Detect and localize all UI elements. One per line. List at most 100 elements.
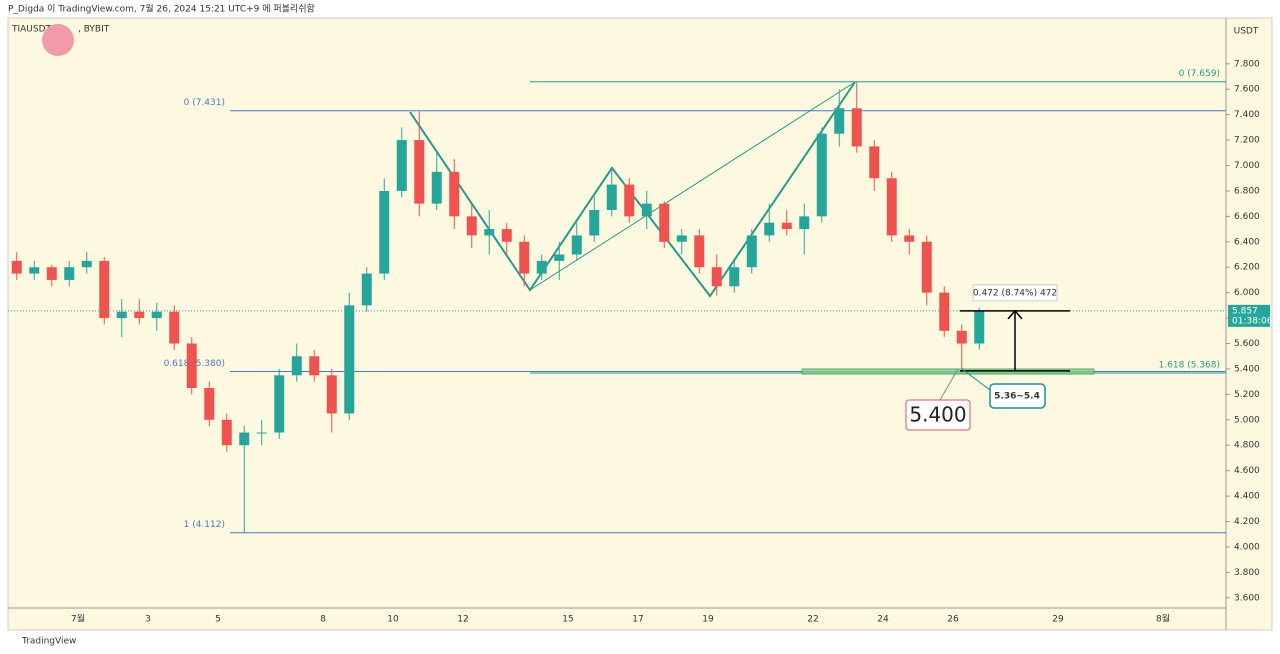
x-tick-label: 17 bbox=[632, 615, 643, 625]
x-tick-label: 10 bbox=[387, 615, 399, 625]
symbol: TIAUSDT bbox=[11, 25, 52, 35]
candle-body bbox=[711, 267, 722, 287]
zone bbox=[801, 368, 1095, 375]
exchange: , BYBIT bbox=[78, 25, 110, 35]
y-tick-label: 7.200 bbox=[1234, 136, 1260, 146]
callout-box bbox=[905, 399, 971, 431]
y-tick-label: 4.600 bbox=[1234, 466, 1260, 476]
fib-label: 0 (7.431) bbox=[184, 98, 225, 108]
candle-body bbox=[431, 171, 442, 204]
candle-body bbox=[274, 375, 285, 433]
x-tick-label: 29 bbox=[1052, 615, 1064, 625]
y-tick-label: 7.800 bbox=[1234, 59, 1260, 69]
x-tick-label: 15 bbox=[562, 615, 573, 625]
candle-body bbox=[606, 184, 617, 211]
y-tick-label: 6.400 bbox=[1234, 237, 1260, 247]
candle-body bbox=[921, 241, 932, 293]
x-tick-label: 19 bbox=[702, 615, 714, 625]
candle-body bbox=[169, 311, 180, 344]
candle-body bbox=[291, 356, 302, 376]
candle-body bbox=[449, 171, 460, 217]
candle-body bbox=[939, 292, 950, 331]
y-tick-label: 6.200 bbox=[1234, 263, 1260, 273]
callout-label: 5.400 bbox=[909, 403, 966, 427]
candle-body bbox=[186, 343, 197, 389]
fib-label: 1.618 (5.368) bbox=[1159, 361, 1220, 371]
candle-body bbox=[116, 311, 127, 319]
y-tick-label: 4.000 bbox=[1234, 542, 1260, 552]
candle-body bbox=[974, 310, 985, 344]
x-tick-label: 12 bbox=[457, 615, 468, 625]
candle-body bbox=[956, 330, 967, 344]
y-tick-label: 5.400 bbox=[1234, 364, 1260, 374]
candle-body bbox=[624, 184, 635, 217]
y-tick-label: 6.800 bbox=[1234, 186, 1260, 196]
candle-body bbox=[746, 235, 757, 268]
x-tick-label: 22 bbox=[807, 615, 818, 625]
candle-body bbox=[11, 260, 22, 274]
y-tick-label: 4.400 bbox=[1234, 492, 1260, 502]
candle-body bbox=[239, 432, 250, 446]
x-tick-label: 26 bbox=[947, 615, 959, 625]
candle-body bbox=[554, 254, 565, 261]
candle-body bbox=[589, 210, 600, 236]
header: P_Digda 이 TradingView.com, 7월 26, 2024 1… bbox=[8, 3, 315, 15]
y-tick-label: 3.800 bbox=[1234, 568, 1260, 578]
last-price-label: 5.857 bbox=[1232, 306, 1258, 316]
fib-label: 0 (7.659) bbox=[1179, 69, 1220, 79]
countdown: 01:38:06 bbox=[1232, 316, 1273, 326]
currency: USDT bbox=[1234, 27, 1259, 37]
candle-body bbox=[501, 229, 512, 242]
zone-label: 5.36~5.4 bbox=[994, 392, 1040, 402]
candle-body bbox=[536, 260, 547, 274]
y-tick-label: 3.600 bbox=[1234, 593, 1260, 603]
candle-body bbox=[816, 133, 827, 217]
y-tick-label: 6.000 bbox=[1234, 288, 1260, 298]
candle-body bbox=[799, 216, 810, 230]
measure-label: 0.472 (8.74%) 472 bbox=[973, 288, 1057, 298]
wedge-line bbox=[529, 81, 856, 291]
y-tick-label: 7.600 bbox=[1234, 85, 1260, 95]
candle-body bbox=[484, 229, 495, 236]
candle-body bbox=[361, 273, 372, 306]
candle-body bbox=[571, 235, 582, 255]
arrow-head bbox=[1007, 309, 1023, 320]
callout-pointer bbox=[939, 368, 959, 401]
candle-body bbox=[256, 432, 267, 434]
candle-body bbox=[414, 140, 425, 204]
measure-box bbox=[972, 284, 1058, 302]
candle-body bbox=[396, 140, 407, 191]
x-tick-label: 8월 bbox=[1156, 613, 1170, 625]
candle-body bbox=[46, 267, 57, 280]
candle-body bbox=[134, 311, 145, 319]
candle-body bbox=[886, 178, 897, 236]
candle-body bbox=[99, 260, 110, 319]
candle-body bbox=[676, 235, 687, 242]
candle-body bbox=[904, 235, 915, 242]
candle-body bbox=[204, 388, 215, 420]
x-tick-label: 7월 bbox=[71, 613, 85, 625]
y-tick-label: 7.400 bbox=[1234, 110, 1260, 120]
candle-body bbox=[851, 108, 862, 147]
candle-body bbox=[326, 375, 337, 414]
x-tick-label: 8 bbox=[320, 615, 326, 625]
candle-body bbox=[379, 190, 390, 274]
candle-body bbox=[641, 203, 652, 217]
y-tick-label: 5.000 bbox=[1234, 415, 1260, 425]
plot-background bbox=[7, 17, 1273, 631]
y-tick-label: 5.600 bbox=[1234, 339, 1260, 349]
x-tick-label: 5 bbox=[215, 615, 221, 625]
candle-body bbox=[694, 235, 705, 268]
candle-body bbox=[869, 146, 880, 179]
candle-body bbox=[64, 267, 75, 280]
candle-body bbox=[81, 260, 92, 268]
y-tick-label: 4.200 bbox=[1234, 517, 1260, 527]
candle-body bbox=[466, 216, 477, 236]
candle-body bbox=[781, 222, 792, 230]
x-tick-label: 3 bbox=[145, 615, 151, 625]
candle-body bbox=[834, 108, 845, 134]
candle-body bbox=[519, 241, 530, 274]
candle-body bbox=[729, 267, 740, 287]
candle-body bbox=[659, 203, 670, 242]
